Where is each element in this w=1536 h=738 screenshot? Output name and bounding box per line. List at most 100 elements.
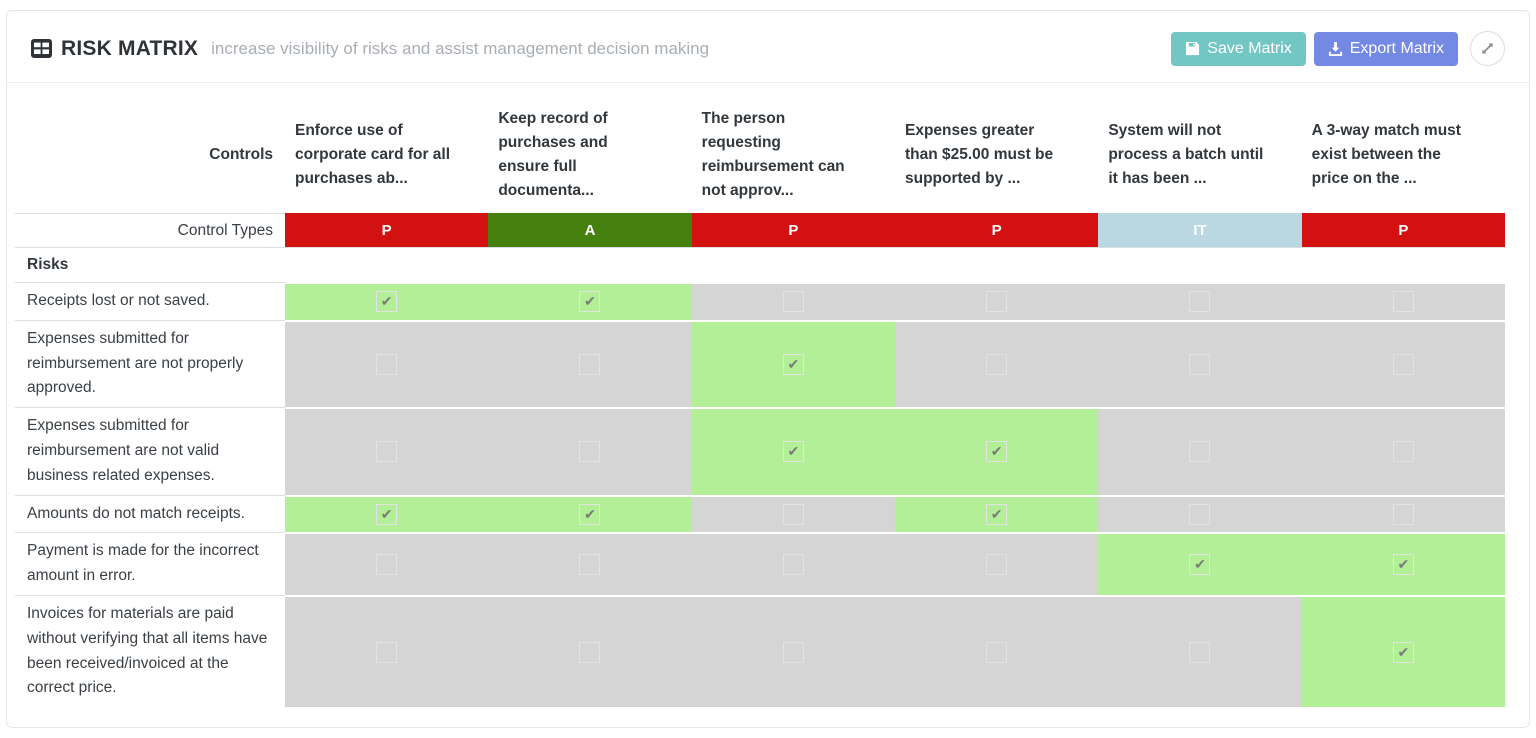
risk-matrix-cell[interactable]: ✔ <box>488 494 692 533</box>
risk-matrix-cell[interactable]: ✔ <box>285 494 489 533</box>
checkbox-checked[interactable]: ✔ <box>579 291 601 313</box>
risk-matrix-cell[interactable] <box>691 494 895 533</box>
controls-column-header: Controls <box>209 146 273 164</box>
checkbox-checked[interactable]: ✔ <box>376 504 398 526</box>
checkbox-unchecked[interactable] <box>986 354 1008 376</box>
risk-matrix-cell[interactable] <box>894 319 1099 408</box>
risk-label: Invoices for materials are paid without … <box>15 595 285 707</box>
checkbox-unchecked[interactable] <box>579 354 601 376</box>
checkbox-unchecked[interactable] <box>376 641 398 663</box>
risk-label: Payment is made for the incorrect amount… <box>15 532 285 595</box>
risk-matrix-cell[interactable]: ✔ <box>285 282 489 320</box>
checkbox-unchecked[interactable] <box>1392 504 1414 526</box>
control-type-badge: P <box>691 213 895 248</box>
checkbox-unchecked[interactable] <box>1189 441 1211 463</box>
risk-matrix-cell[interactable]: ✔ <box>488 282 692 320</box>
expand-button[interactable] <box>1470 31 1505 66</box>
risks-section-heading: Risks <box>15 247 1505 282</box>
table-grid-icon <box>31 39 52 58</box>
risk-matrix-cell[interactable] <box>488 319 692 408</box>
control-type-badge: A <box>488 213 692 248</box>
checkbox-unchecked[interactable] <box>1392 354 1414 376</box>
risk-matrix-cell[interactable] <box>1301 319 1505 408</box>
risk-matrix-cell[interactable] <box>285 319 489 408</box>
checkbox-checked[interactable]: ✔ <box>1392 554 1414 576</box>
control-column-header: Expenses greater than $25.00 must be sup… <box>904 122 1054 188</box>
risk-matrix-cell[interactable] <box>1098 319 1302 408</box>
checkbox-checked[interactable]: ✔ <box>782 441 804 463</box>
save-matrix-label: Save Matrix <box>1207 39 1292 57</box>
risk-matrix-cell[interactable] <box>691 595 895 708</box>
checkbox-unchecked[interactable] <box>782 291 804 313</box>
title-wrap: RISK MATRIX increase visibility of risks… <box>31 37 1171 61</box>
risk-matrix-cell[interactable] <box>691 532 895 596</box>
card-header: RISK MATRIX increase visibility of risks… <box>7 11 1529 83</box>
checkbox-unchecked[interactable] <box>376 554 398 576</box>
risk-matrix-cell[interactable]: ✔ <box>894 494 1099 533</box>
expand-arrows-icon <box>1482 43 1493 54</box>
risk-matrix-cell[interactable] <box>1098 282 1302 320</box>
checkbox-unchecked[interactable] <box>376 354 398 376</box>
risk-matrix-cell[interactable]: ✔ <box>1098 532 1302 596</box>
checkbox-checked[interactable]: ✔ <box>1189 554 1211 576</box>
page-subtitle: increase visibility of risks and assist … <box>211 38 710 58</box>
risk-matrix-cell[interactable] <box>894 595 1099 708</box>
control-column-header: System will not process a batch until it… <box>1108 122 1264 188</box>
risk-matrix-cell[interactable]: ✔ <box>1301 595 1505 708</box>
risk-label: Expenses submitted for reimbursement are… <box>15 407 285 494</box>
checkbox-unchecked[interactable] <box>782 554 804 576</box>
risk-matrix-grid: Controls Enforce use of corporate card fo… <box>15 97 1505 708</box>
risk-matrix-cell[interactable] <box>1301 494 1505 533</box>
checkbox-checked[interactable]: ✔ <box>1392 641 1414 663</box>
checkbox-unchecked[interactable] <box>579 641 601 663</box>
risk-matrix-cell[interactable] <box>488 595 692 708</box>
control-type-badge: P <box>894 213 1099 248</box>
risk-matrix-cell[interactable] <box>488 532 692 596</box>
control-type-badge: P <box>285 213 489 248</box>
control-types-label: Control Types <box>15 213 285 247</box>
risk-matrix-cell[interactable] <box>488 407 692 495</box>
control-column-header: Keep record of purchases and ensure full… <box>498 110 608 200</box>
checkbox-unchecked[interactable] <box>1189 641 1211 663</box>
page-title: RISK MATRIX <box>61 36 199 60</box>
checkbox-unchecked[interactable] <box>1189 354 1211 376</box>
risk-label: Amounts do not match receipts. <box>15 494 285 533</box>
risk-matrix-cell[interactable]: ✔ <box>1301 532 1505 596</box>
checkbox-checked[interactable]: ✔ <box>782 354 804 376</box>
risk-matrix-cell[interactable] <box>285 595 489 708</box>
save-matrix-button[interactable]: Save Matrix <box>1171 31 1306 66</box>
checkbox-unchecked[interactable] <box>782 641 804 663</box>
risk-matrix-cell[interactable] <box>1301 407 1505 495</box>
risk-matrix-cell[interactable] <box>691 282 895 320</box>
checkbox-unchecked[interactable] <box>376 441 398 463</box>
checkbox-unchecked[interactable] <box>986 291 1008 313</box>
risk-matrix-cell[interactable] <box>285 407 489 495</box>
risk-matrix-cell[interactable] <box>894 532 1099 596</box>
risk-matrix-cell[interactable]: ✔ <box>691 319 895 408</box>
control-type-badge: IT <box>1098 213 1302 248</box>
checkbox-unchecked[interactable] <box>579 441 601 463</box>
checkbox-unchecked[interactable] <box>1392 291 1414 313</box>
checkbox-unchecked[interactable] <box>579 554 601 576</box>
checkbox-checked[interactable]: ✔ <box>986 441 1008 463</box>
risk-matrix-cell[interactable]: ✔ <box>691 407 895 495</box>
checkbox-unchecked[interactable] <box>782 504 804 526</box>
checkbox-unchecked[interactable] <box>986 554 1008 576</box>
risk-matrix-cell[interactable] <box>1301 282 1505 320</box>
checkbox-unchecked[interactable] <box>1189 504 1211 526</box>
checkbox-unchecked[interactable] <box>1392 441 1414 463</box>
checkbox-checked[interactable]: ✔ <box>579 504 601 526</box>
risk-matrix-cell[interactable] <box>894 282 1099 320</box>
checkbox-checked[interactable]: ✔ <box>986 504 1008 526</box>
risk-matrix-cell[interactable]: ✔ <box>894 407 1099 495</box>
export-matrix-button[interactable]: Export Matrix <box>1313 31 1458 66</box>
risk-matrix-cell[interactable] <box>1098 407 1302 495</box>
risk-label: Expenses submitted for reimbursement are… <box>15 319 285 407</box>
risk-matrix-cell[interactable] <box>1098 595 1302 708</box>
risk-matrix-cell[interactable] <box>1098 494 1302 533</box>
risk-matrix-cell[interactable] <box>285 532 489 596</box>
checkbox-unchecked[interactable] <box>1189 291 1211 313</box>
control-column-header: Enforce use of corporate card for all pu… <box>295 122 451 188</box>
checkbox-unchecked[interactable] <box>986 641 1008 663</box>
checkbox-checked[interactable]: ✔ <box>376 291 398 313</box>
